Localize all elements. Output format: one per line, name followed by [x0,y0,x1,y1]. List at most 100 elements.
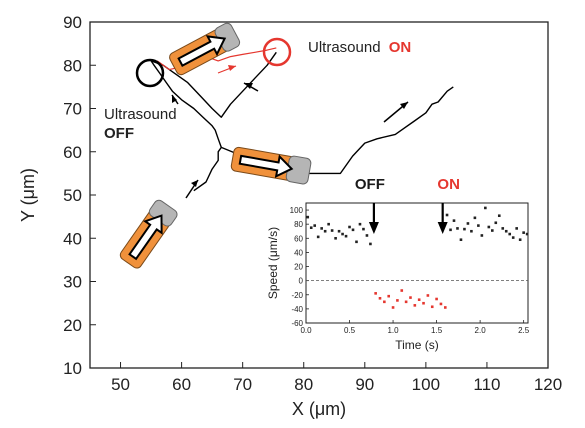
speed-point-off [344,234,348,238]
speed-point-off [327,222,330,226]
speed-point-off [306,215,310,219]
speed-point-off [494,221,498,225]
speed-point-off [491,229,494,232]
inset-on-label: ON [437,176,460,193]
particle-icon-top [169,22,241,76]
speed-point-off [504,229,508,233]
direction-arrowhead [400,102,408,109]
y-tick-label: 30 [63,273,82,292]
inset-y-tick-label: -40 [291,305,303,314]
speed-point-off [508,232,512,236]
inset-arrowhead [437,222,448,234]
speed-point-off [525,232,529,236]
x-tick-label: 70 [233,375,252,394]
speed-point-off [369,242,372,246]
speed-point-on [426,294,430,297]
speed-point-off [480,234,484,237]
inset-x-tick-label: 2.5 [518,326,530,335]
speed-point-off [477,224,480,227]
speed-point-off [463,227,466,231]
particle-icon-middle [230,146,312,185]
trajectory-line-2 [150,51,277,118]
speed-point-off [445,213,449,217]
inset-y-tick-label: 20 [294,263,303,272]
speed-point-on [422,301,425,305]
y-tick-label: 10 [63,359,82,378]
direction-arrowhead [191,180,198,187]
y-axis-title: Y (μm) [18,168,38,222]
speed-point-off [497,214,501,218]
speed-point-off [449,228,452,232]
x-axis-title: X (μm) [292,399,346,419]
speed-point-off [337,229,341,233]
x-tick-label: 110 [473,375,500,394]
inset-y-tick-label: 40 [294,248,303,257]
ultrasound-on-prefix: Ultrasound [308,39,381,56]
speed-point-off [348,225,351,229]
speed-point-on [430,305,434,309]
x-tick-label: 80 [294,375,313,394]
inset-x-tick-label: 0.0 [300,326,312,335]
x-tick-label: 120 [534,375,562,394]
speed-point-off [511,236,515,239]
speed-point-off [484,206,487,210]
speed-point-off [355,240,358,244]
inset-y-tick-label: 80 [294,220,303,229]
direction-arrowhead [228,65,236,71]
speed-point-off [323,229,327,233]
inset-y-tick-label: -20 [291,291,303,300]
x-tick-label: 100 [412,375,440,394]
y-tick-label: 90 [63,13,82,32]
inset-y-tick-label: 0 [299,277,304,286]
direction-arrowhead [172,95,177,103]
inset-frame [305,202,529,324]
y-tick-label: 60 [63,143,82,162]
particle-icon-bottom [119,199,178,269]
inset-y-tick-label: 100 [290,206,304,215]
speed-point-off [330,229,334,232]
speed-point-off [320,227,323,230]
inset-x-tick-label: 1.5 [431,326,443,335]
y-tick-label: 40 [63,229,82,248]
speed-point-on [435,297,438,301]
speed-point-off [452,219,456,222]
speed-point-on [383,300,386,304]
y-tick-label: 70 [63,100,82,119]
speed-point-off [456,227,459,230]
speed-point-off [365,234,369,237]
ultrasound-off-label-line2: OFF [104,125,134,142]
inset-plot: 0.0 0.5 1.0 1.5 2.0 2.5 100 80 60 40 20 0 -20 -40 -60 T… [266,176,530,352]
inset-y-tick-label: -60 [291,319,303,328]
speed-point-off [341,232,344,236]
speed-point-off [466,222,470,225]
off-marker-circle [135,58,165,88]
x-tick-label: 50 [111,375,130,394]
speed-point-on [443,306,447,309]
inset-x-tick-label: 2.0 [475,326,487,335]
inset-arrowhead [368,222,379,234]
main-plot: 50 60 70 80 90 100 110 120 10 20 30 40 50 60 70 80 90 X (… [18,13,562,419]
speed-point-off [334,236,337,240]
on-marker-circle [262,37,292,67]
inset-y-axis-title: Speed (μm/s) [266,227,280,299]
speed-point-on [378,296,382,300]
speed-point-on [417,298,421,302]
speed-point-on [404,300,408,304]
speed-point-on [439,302,443,306]
inset-x-tick-label: 0.5 [344,326,356,335]
speed-point-off [470,229,473,233]
speed-point-off [522,231,525,234]
trajectory-line-1 [150,60,222,192]
speed-point-off [309,226,313,230]
speed-point-off [487,225,491,229]
y-tick-label: 50 [63,186,82,205]
speed-point-off [362,227,365,231]
speed-point-off [515,227,518,230]
ultrasound-on-state: ON [389,39,412,56]
speed-point-off [358,222,362,226]
speed-point-on [409,296,412,299]
speed-point-off [459,238,463,242]
speed-point-off [313,224,317,227]
speed-point-on [396,299,399,302]
